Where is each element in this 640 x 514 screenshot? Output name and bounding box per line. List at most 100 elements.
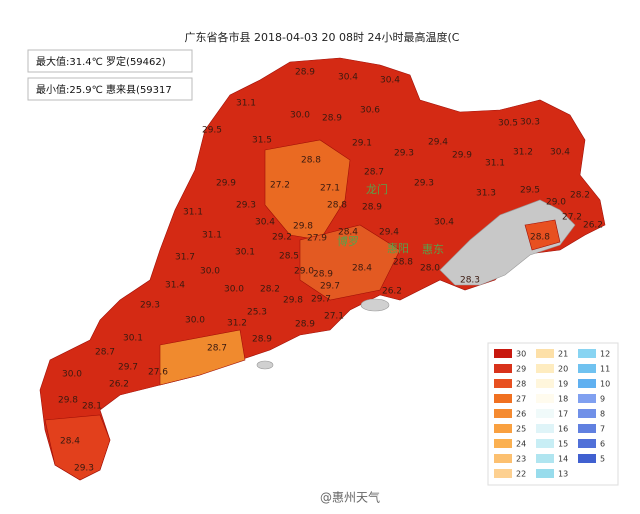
region-orange <box>264 139 351 241</box>
temperature: 29.0 <box>294 267 314 277</box>
legend-label: 13 <box>558 470 568 479</box>
temperature: 28.3 <box>460 276 480 286</box>
temperature: 29.7 <box>311 295 331 305</box>
temperature: 26.2 <box>109 380 129 390</box>
legend-swatch <box>536 409 554 418</box>
legend-swatch <box>578 454 596 463</box>
temperature: 29.4 <box>379 228 399 238</box>
legend-label: 19 <box>558 380 568 389</box>
temperature: 29.4 <box>428 138 448 148</box>
legend-swatch <box>494 364 512 373</box>
temperature: 29.8 <box>283 296 303 306</box>
legend-swatch <box>494 454 512 463</box>
legend-swatch <box>494 469 512 478</box>
temperature: 29.1 <box>352 139 372 149</box>
temperature: 27.2 <box>270 181 290 191</box>
temperature: 29.5 <box>520 186 540 196</box>
temperature: 31.7 <box>175 253 195 263</box>
title: 广东省各市县 2018-04-03 20 08时 24小时最高温度(C <box>185 30 460 44</box>
legend-label: 28 <box>516 380 526 389</box>
temperature: 27.1 <box>320 184 340 194</box>
legend-swatch <box>494 439 512 448</box>
legend-label: 17 <box>558 410 568 419</box>
temperature: 31.4 <box>165 281 185 291</box>
temperature: 29.0 <box>546 198 566 208</box>
temperature: 29.9 <box>452 151 472 161</box>
legend-label: 23 <box>516 455 526 464</box>
temperature: 27.2 <box>562 213 582 223</box>
legend-label: 12 <box>600 350 610 359</box>
temperature: 31.1 <box>485 159 505 169</box>
temperature: 31.1 <box>202 231 222 241</box>
legend-label: 22 <box>516 470 526 479</box>
legend-label: 7 <box>600 425 605 434</box>
legend-swatch <box>536 439 554 448</box>
temperature: 29.3 <box>414 179 434 189</box>
legend-label: 26 <box>516 410 526 419</box>
legend-swatch <box>578 424 596 433</box>
legend-label: 6 <box>600 440 605 449</box>
legend-label: 15 <box>558 440 568 449</box>
legend-label: 9 <box>600 395 605 404</box>
temperature: 28.8 <box>393 258 413 268</box>
temperature: 28.8 <box>301 156 321 166</box>
temperature: 28.8 <box>327 201 347 211</box>
temperature: 29.8 <box>58 396 78 406</box>
temperature: 28.2 <box>570 191 590 201</box>
temperature: 30.4 <box>255 218 275 228</box>
temperature: 31.5 <box>252 136 272 146</box>
temperature: 28.9 <box>313 270 333 280</box>
temperature: 28.8 <box>530 233 550 243</box>
temperature: 29.9 <box>216 179 236 189</box>
watermark: @惠州天气 <box>320 490 380 505</box>
island <box>256 360 274 370</box>
min-text: 最小值:25.9℃ 惠来县(59317 <box>36 83 172 96</box>
temperature: 31.1 <box>236 99 256 109</box>
temperature: 29.3 <box>74 464 94 474</box>
temperature: 31.1 <box>183 208 203 218</box>
temperature: 28.7 <box>207 344 227 354</box>
island <box>360 298 390 312</box>
legend-swatch <box>536 364 554 373</box>
temperature: 27.1 <box>324 312 344 322</box>
temperature: 29.7 <box>118 363 138 373</box>
legend-label: 10 <box>600 380 610 389</box>
temperature: 29.3 <box>394 149 414 159</box>
legend-label: 11 <box>600 365 610 374</box>
legend-swatch <box>494 409 512 418</box>
labels: 28.9 30.4 30.4 31.1 30.0 30.6 29.5 31.5 28.9 29.1… <box>58 68 603 474</box>
legend-swatch <box>578 409 596 418</box>
temperature: 28.9 <box>362 203 382 213</box>
temperature: 30.1 <box>123 334 143 344</box>
region-orange <box>159 329 246 386</box>
legend-swatch <box>494 424 512 433</box>
place-name: 惠东 <box>422 242 444 256</box>
temperature: 30.4 <box>550 148 570 158</box>
temperature: 28.9 <box>322 114 342 124</box>
place-name: 惠阳 <box>387 241 409 255</box>
temperature: 30.0 <box>185 316 205 326</box>
temperature: 30.3 <box>520 118 540 128</box>
temperature: 26.2 <box>583 221 603 231</box>
legend-label: 18 <box>558 395 568 404</box>
temperature: 28.9 <box>252 335 272 345</box>
temperature: 25.3 <box>247 308 267 318</box>
temperature: 28.7 <box>364 168 384 178</box>
temperature: 30.4 <box>338 73 358 83</box>
legend-label: 5 <box>600 455 605 464</box>
map <box>39 57 606 481</box>
temperature: 27.6 <box>148 368 168 378</box>
temperature: 30.0 <box>290 111 310 121</box>
max-text: 最大值:31.4℃ 罗定(59462) <box>36 55 166 68</box>
legend-label: 21 <box>558 350 568 359</box>
legend-label: 29 <box>516 365 526 374</box>
legend-swatch <box>536 454 554 463</box>
temperature: 28.2 <box>260 285 280 295</box>
temperature: 28.9 <box>295 320 315 330</box>
legend-swatch <box>494 379 512 388</box>
temperature: 31.2 <box>227 319 247 329</box>
temperature: 28.4 <box>60 437 80 447</box>
legend-label: 20 <box>558 365 568 374</box>
temperature: 27.9 <box>307 234 327 244</box>
legend-label: 27 <box>516 395 526 404</box>
